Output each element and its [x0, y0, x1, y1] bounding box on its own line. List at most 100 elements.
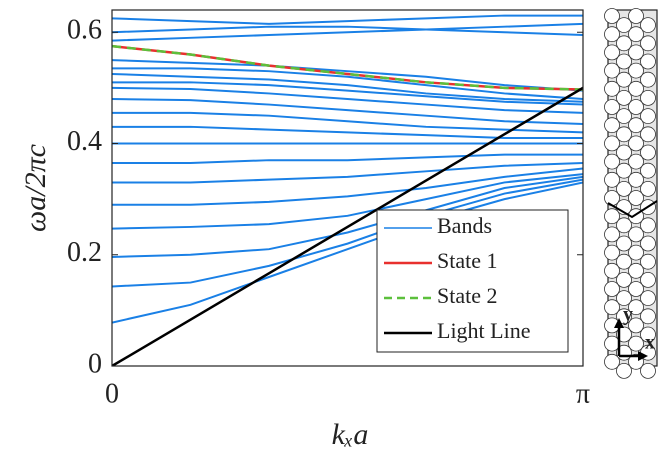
line	[112, 67, 583, 100]
inset-hole	[640, 308, 656, 325]
inset-hole	[604, 26, 620, 43]
y-tick-label: 0.2	[67, 237, 102, 268]
legend-label: Light Line	[437, 318, 530, 343]
inset-hole	[628, 317, 644, 334]
inset-hole	[628, 117, 644, 134]
x-tick-label: π	[576, 378, 590, 409]
line	[112, 98, 583, 126]
legend-box	[376, 209, 569, 353]
inset-hole	[640, 271, 656, 288]
inset-hole	[604, 8, 620, 24]
inset-hole	[640, 35, 656, 52]
inset-hole	[604, 62, 620, 79]
line	[112, 161, 583, 184]
legend: Bands State 1 State 2 Light Line	[376, 209, 569, 353]
inset-hole	[640, 253, 656, 270]
inset-hole	[604, 153, 620, 170]
inset-hole	[616, 35, 632, 52]
line	[112, 14, 583, 25]
inset-hole	[628, 226, 644, 243]
inset-hole	[604, 117, 620, 134]
inset-hole	[640, 53, 656, 70]
line	[112, 86, 583, 366]
inset-hole	[628, 190, 644, 206]
lines	[112, 14, 583, 366]
inset-hole	[640, 71, 656, 88]
inset-hole	[616, 71, 632, 88]
inset-hole	[616, 308, 632, 325]
inset-hole	[616, 271, 632, 288]
inset-hole	[628, 171, 644, 188]
inset-hole	[604, 44, 620, 61]
inset-hole	[604, 80, 620, 97]
inset-schematic: y x	[604, 8, 658, 379]
plot-area	[112, 14, 583, 366]
line	[112, 44, 583, 91]
line	[112, 181, 583, 324]
line	[112, 22, 583, 42]
inset-hole	[628, 44, 644, 61]
line	[112, 125, 583, 139]
inset-hole	[628, 135, 644, 152]
inset-hole	[616, 144, 632, 161]
line	[112, 72, 583, 103]
inset-hole	[616, 162, 632, 179]
inset-hole	[604, 226, 620, 243]
line	[112, 25, 583, 37]
inset-interface	[607, 200, 658, 219]
inset-hole	[628, 335, 644, 352]
legend-label: State 1	[437, 248, 498, 273]
inset-hole	[604, 171, 620, 188]
inset-hole	[616, 53, 632, 70]
inset-arrowhead-y	[614, 318, 624, 328]
inset-hole	[616, 90, 632, 106]
inset-hole	[640, 144, 656, 161]
inset-hole	[628, 281, 644, 297]
inset-hole	[628, 153, 644, 170]
x-axis-label: kₓa	[332, 418, 369, 451]
inset-hole	[604, 353, 620, 370]
inset-x-label: x	[645, 332, 655, 354]
inset-hole	[628, 262, 644, 279]
inset-hole	[616, 108, 632, 124]
inset-hole	[604, 244, 620, 261]
inset-hole	[616, 126, 632, 143]
inset-hole	[616, 290, 632, 307]
inset-hole	[640, 180, 656, 197]
inset-hole	[604, 99, 620, 115]
legend-label: Bands	[437, 213, 492, 238]
x-tick-label: 0	[105, 378, 119, 409]
line	[112, 153, 583, 164]
y-tick-label: 0.6	[67, 15, 102, 46]
inset-hole	[640, 235, 656, 252]
inset-hole	[640, 108, 656, 124]
line	[112, 167, 583, 206]
line	[112, 111, 583, 134]
inset-hole	[604, 281, 620, 297]
line	[112, 178, 583, 288]
line	[112, 173, 583, 230]
inset-hole	[616, 362, 632, 379]
inset-hole	[628, 80, 644, 97]
inset-hole	[616, 217, 632, 234]
inset-arrowhead-x	[638, 351, 648, 361]
inset-hole	[640, 326, 656, 343]
inset-hole	[628, 299, 644, 316]
inset-hole	[640, 126, 656, 143]
inset-hole	[628, 8, 644, 24]
inset-hole	[640, 90, 656, 106]
inset-hole	[640, 290, 656, 307]
inset-hole	[628, 26, 644, 43]
inset-hole	[640, 17, 656, 34]
y-axis-label: ωa/2πc	[19, 144, 52, 232]
inset-hole	[604, 299, 620, 316]
inset-hole	[604, 262, 620, 279]
line	[112, 81, 583, 106]
inset-hole	[604, 208, 620, 225]
y-tick-label: 0	[88, 348, 102, 379]
inset-hole	[616, 180, 632, 197]
y-tick-label: 0.4	[67, 126, 102, 157]
inset-hole	[616, 253, 632, 270]
inset-hole	[628, 244, 644, 261]
